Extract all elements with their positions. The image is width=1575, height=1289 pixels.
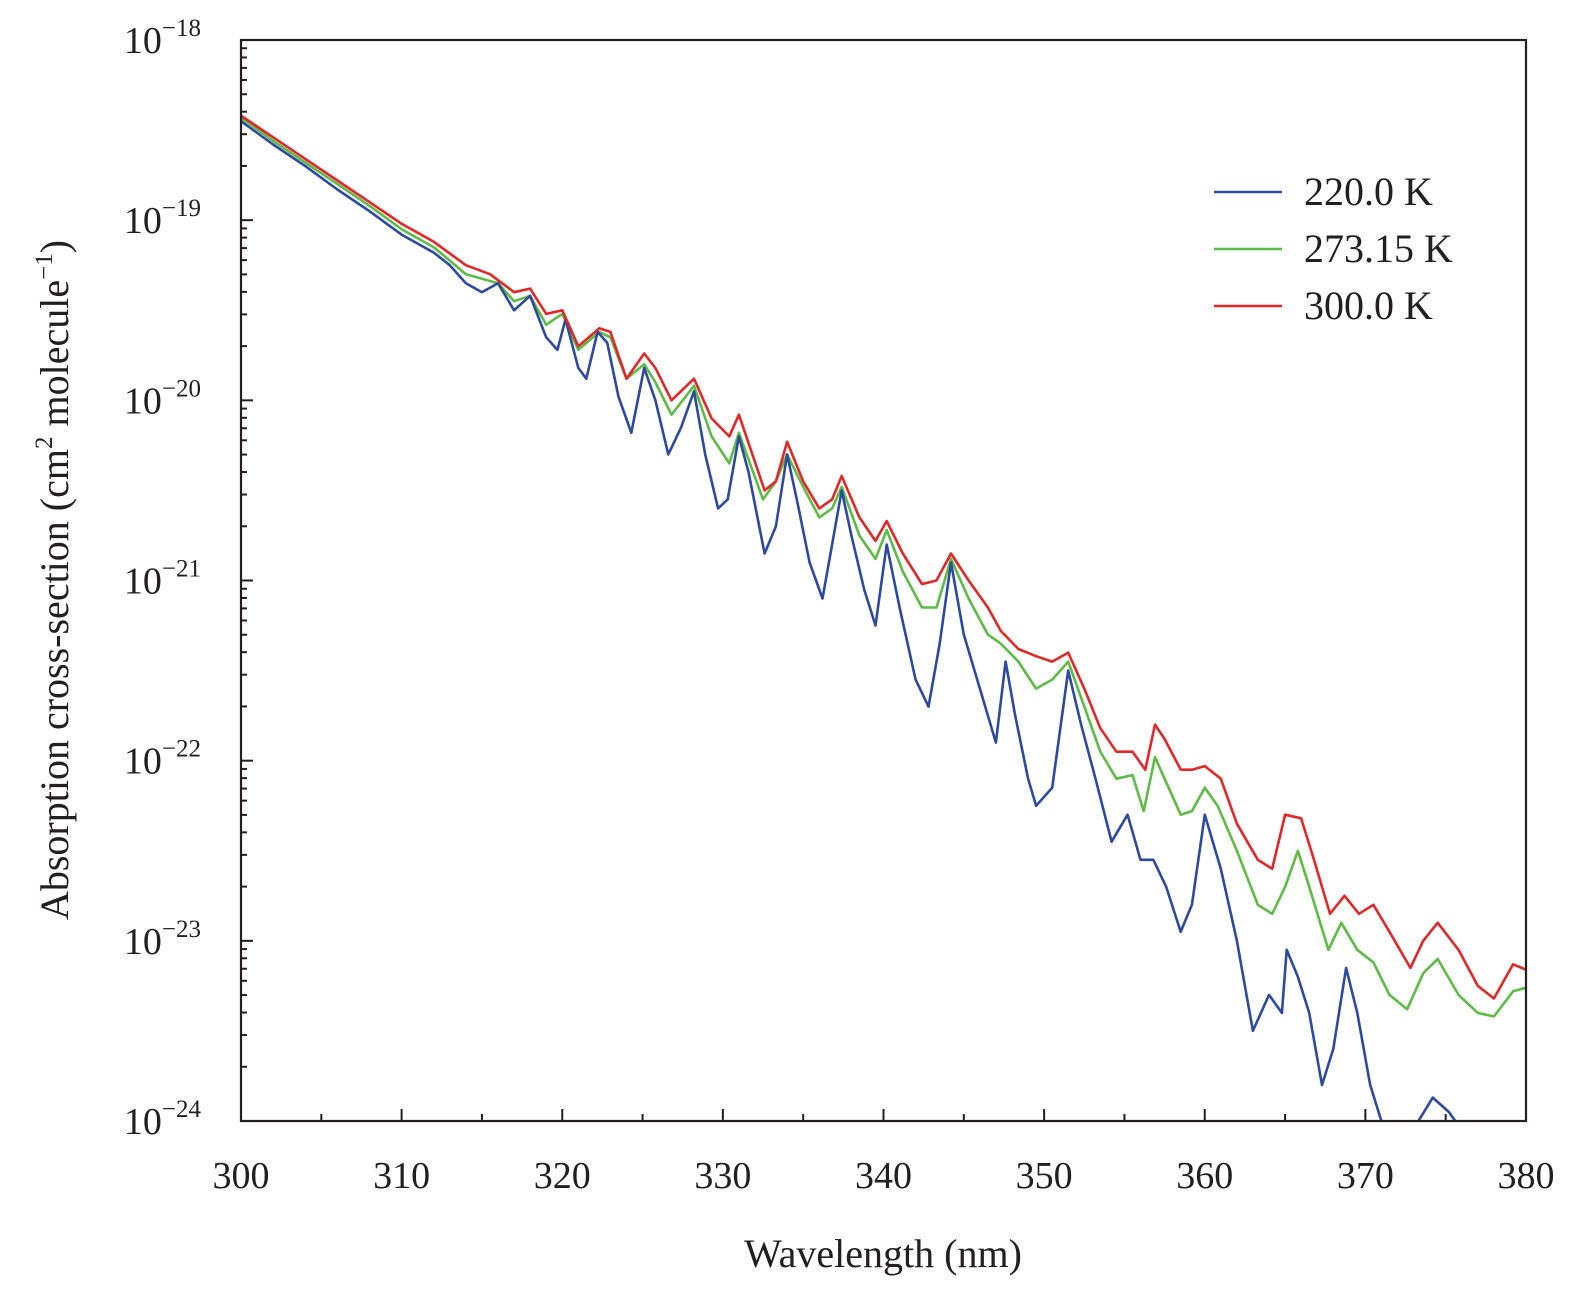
legend-label: 273.15 K [1304,226,1453,271]
legend-label: 220.0 K [1304,169,1433,214]
series-layer [241,114,1526,1121]
x-axis-label: Wavelength (nm) [744,1231,1022,1276]
x-tick-label: 380 [1498,1155,1555,1197]
x-tick-label: 370 [1337,1155,1394,1197]
x-tick-label: 310 [373,1155,430,1197]
series-line-220-0-K [241,120,1457,1121]
x-tick-label: 350 [1016,1155,1073,1197]
x-tick-label: 300 [213,1155,270,1197]
y-tick-label: 10−23 [124,916,201,963]
x-tick-label: 320 [534,1155,591,1197]
x-tick-label: 340 [855,1155,912,1197]
y-tick-label: 10−24 [124,1096,202,1143]
y-tick-label: 10−20 [124,375,201,422]
x-tick-label: 360 [1176,1155,1233,1197]
y-tick-label: 10−18 [124,15,201,62]
legend: 220.0 K 273.15 K 300.0 K [1214,169,1453,328]
y-tick-label: 10−19 [124,195,201,242]
series-line-300-0-K [241,114,1526,1000]
x-axis: 300 310 320 330 340 350 360 370 380 [213,1109,1555,1197]
x-tick-label: 330 [694,1155,751,1197]
legend-label: 300.0 K [1304,283,1433,328]
y-axis: 10−18 10−19 10−20 10−21 10−22 10−23 10−24 [124,15,253,1143]
y-axis-label: Absorption cross-section (cm2 molecule−1… [31,240,77,920]
y-tick-label: 10−21 [124,556,201,603]
y-tick-label: 10−22 [124,736,201,783]
